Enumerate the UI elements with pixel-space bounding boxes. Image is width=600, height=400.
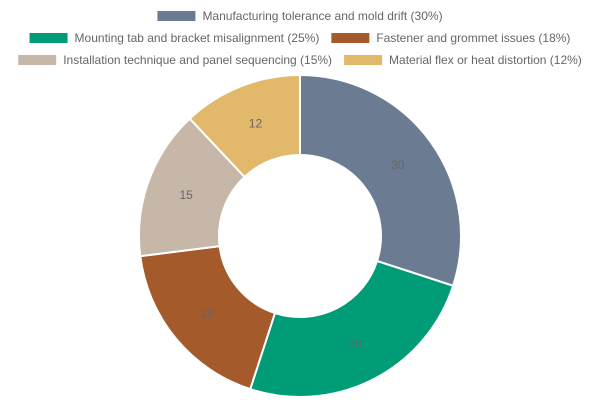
legend: Manufacturing tolerance and mold drift (…	[18, 9, 582, 67]
slice-value-label: 25	[348, 337, 362, 351]
legend-swatch	[29, 33, 68, 43]
slice-labels: 30 25 18 15 12	[179, 116, 404, 350]
slice-value-label: 18	[200, 306, 214, 320]
legend-swatch	[18, 55, 57, 65]
chart-slice[interactable]	[188, 73, 301, 179]
slice-value-label: 12	[249, 116, 263, 130]
chart-slice[interactable]	[299, 73, 462, 288]
legend-swatch	[331, 33, 370, 43]
legend-label: Fastener and grommet issues (18%)	[376, 31, 570, 45]
legend-label: Material flex or heat distortion (12%)	[389, 53, 582, 67]
chart-slice[interactable]	[139, 245, 277, 391]
legend-label: Mounting tab and bracket misalignment (2…	[75, 31, 320, 45]
legend-item[interactable]: Fastener and grommet issues (18%)	[331, 31, 570, 45]
legend-item[interactable]: Mounting tab and bracket misalignment (2…	[29, 31, 320, 45]
legend-item[interactable]: Material flex or heat distortion (12%)	[344, 53, 582, 67]
slice-value-label: 15	[179, 188, 193, 202]
slice-value-label: 30	[391, 158, 405, 172]
legend-item[interactable]: Manufacturing tolerance and mold drift (…	[157, 9, 443, 23]
legend-swatch	[157, 11, 196, 21]
legend-item[interactable]: Installation technique and panel sequenc…	[18, 53, 332, 67]
legend-swatch	[344, 55, 383, 65]
chart-slices	[138, 73, 462, 398]
legend-label: Manufacturing tolerance and mold drift (…	[202, 9, 442, 23]
chart-slice[interactable]	[248, 259, 455, 398]
legend-label: Installation technique and panel sequenc…	[63, 53, 332, 67]
